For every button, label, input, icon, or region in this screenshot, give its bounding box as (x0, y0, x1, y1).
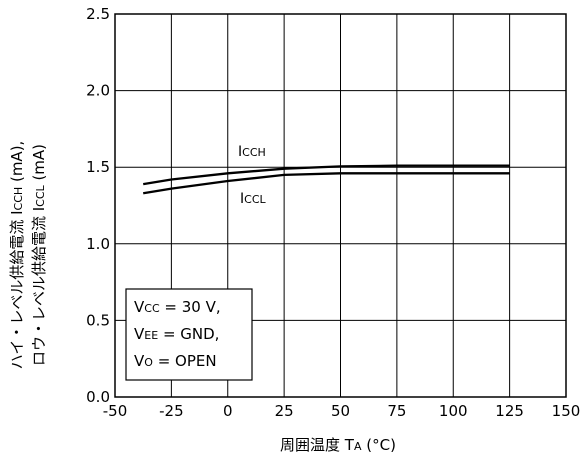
plot-frame (114, 13, 567, 398)
x-axis-title: 周囲温度 TA (°C) (280, 436, 396, 454)
x-tick-label: 100 (439, 402, 468, 420)
y-tick-label: 0.0 (86, 388, 110, 406)
series-group (143, 164, 510, 195)
condition-vee: VEE = GND, (134, 325, 219, 343)
y-axis-title-line-2: ロウ・レベル供給電流 ICCL (mA) (30, 144, 48, 366)
x-tick-label: 25 (275, 402, 294, 420)
y-axis-title-line-1: ハイ・レベル供給電流 ICCH (mA), (8, 141, 26, 370)
x-tick-label: 75 (387, 402, 406, 420)
x-tick-labels: -50 -25 0 25 50 75 100 125 150 (103, 402, 581, 420)
y-tick-labels: 0.0 0.5 1.0 1.5 2.0 2.5 (86, 5, 110, 406)
series-label-iccl: ICCL (240, 191, 267, 207)
y-tick-label: 0.5 (86, 311, 110, 329)
y-tick-label: 2.0 (86, 82, 110, 100)
x-tick-label: -25 (159, 402, 184, 420)
x-tick-label: 50 (331, 402, 350, 420)
x-tick-label: 0 (223, 402, 233, 420)
condition-vo: VO = OPEN (134, 352, 217, 370)
series-line-icch (143, 164, 510, 186)
y-tick-label: 1.0 (86, 235, 110, 253)
x-tick-label: 125 (495, 402, 524, 420)
condition-vcc: VCC = 30 V, (134, 298, 221, 316)
y-axis-title: ハイ・レベル供給電流 ICCH (mA), ロウ・レベル供給電流 ICCL (m… (8, 141, 48, 370)
y-tick-label: 1.5 (86, 158, 110, 176)
y-tick-label: 2.5 (86, 5, 110, 23)
series-line-iccl (143, 172, 510, 195)
x-tick-label: 150 (552, 402, 581, 420)
conditions-box: VCC = 30 V, VEE = GND, VO = OPEN (125, 288, 253, 381)
series-label-icch: ICCH (238, 144, 266, 160)
x-tick-label: -50 (103, 402, 128, 420)
